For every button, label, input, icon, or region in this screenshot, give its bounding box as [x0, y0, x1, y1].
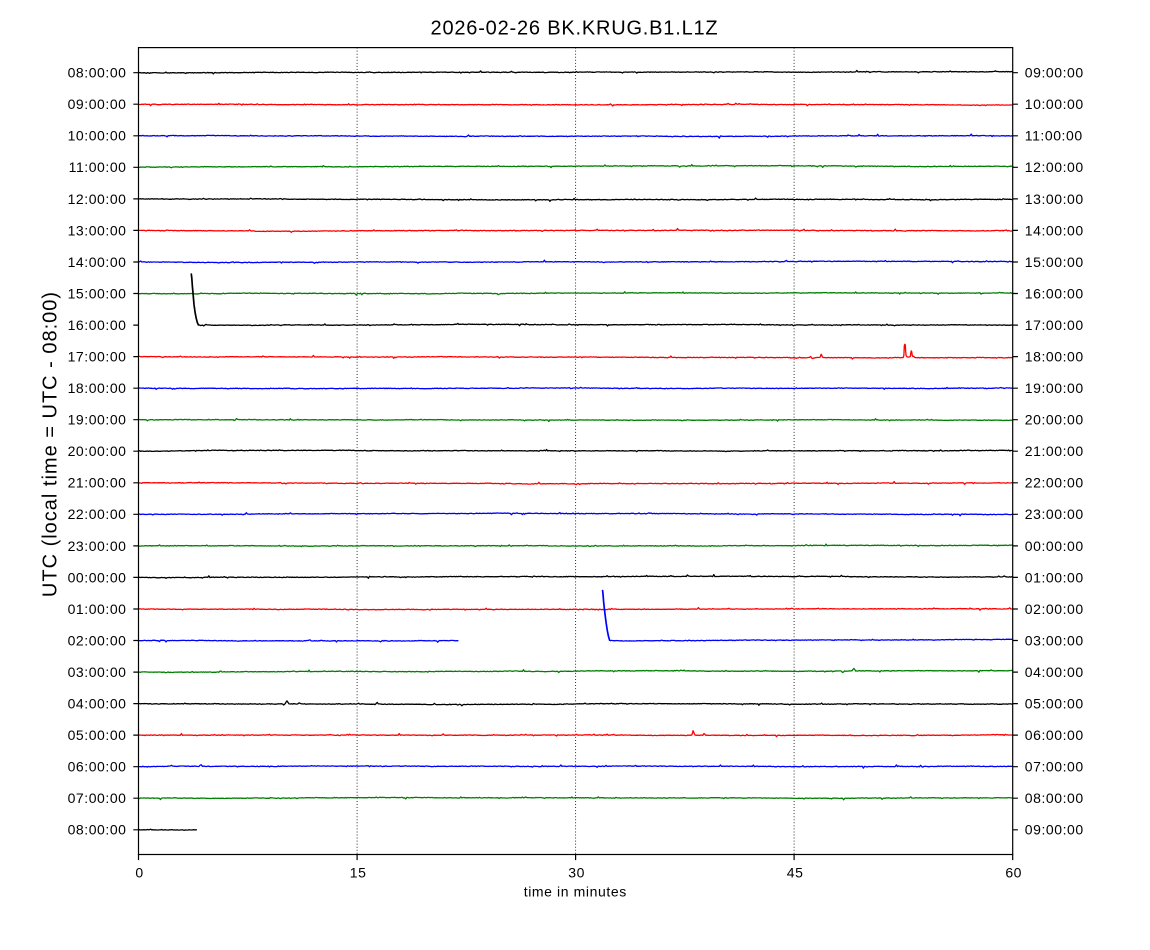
svg-text:2026-02-26 BK.KRUG.B1.L1Z: 2026-02-26 BK.KRUG.B1.L1Z	[431, 18, 719, 40]
svg-text:19:00:00: 19:00:00	[1025, 380, 1084, 396]
svg-text:02:00:00: 02:00:00	[68, 632, 127, 648]
svg-text:04:00:00: 04:00:00	[68, 696, 127, 712]
svg-text:45: 45	[787, 864, 804, 880]
svg-text:03:00:00: 03:00:00	[68, 664, 127, 680]
svg-text:UTC (local time = UTC - 08:00): UTC (local time = UTC - 08:00)	[40, 291, 62, 597]
svg-text:17:00:00: 17:00:00	[1025, 317, 1084, 333]
svg-text:11:00:00: 11:00:00	[1025, 128, 1083, 144]
svg-text:21:00:00: 21:00:00	[68, 475, 127, 491]
svg-text:05:00:00: 05:00:00	[1025, 696, 1084, 712]
svg-text:30: 30	[568, 864, 585, 880]
svg-text:00:00:00: 00:00:00	[1025, 538, 1084, 554]
svg-text:07:00:00: 07:00:00	[68, 790, 127, 806]
svg-text:04:00:00: 04:00:00	[1025, 664, 1084, 680]
svg-text:15: 15	[350, 864, 367, 880]
svg-text:05:00:00: 05:00:00	[68, 727, 127, 743]
svg-text:time in minutes: time in minutes	[524, 883, 627, 899]
svg-text:01:00:00: 01:00:00	[1025, 569, 1084, 585]
svg-text:09:00:00: 09:00:00	[1025, 65, 1084, 81]
svg-text:12:00:00: 12:00:00	[68, 191, 127, 207]
svg-text:15:00:00: 15:00:00	[68, 285, 127, 301]
svg-text:06:00:00: 06:00:00	[68, 759, 127, 775]
svg-text:14:00:00: 14:00:00	[1025, 222, 1084, 238]
svg-text:19:00:00: 19:00:00	[68, 412, 127, 428]
svg-text:0: 0	[135, 864, 143, 880]
svg-text:08:00:00: 08:00:00	[68, 65, 127, 81]
svg-text:01:00:00: 01:00:00	[68, 601, 127, 617]
svg-text:16:00:00: 16:00:00	[68, 317, 127, 333]
svg-text:02:00:00: 02:00:00	[1025, 601, 1084, 617]
svg-text:17:00:00: 17:00:00	[68, 349, 127, 365]
svg-text:23:00:00: 23:00:00	[1025, 506, 1084, 522]
svg-text:03:00:00: 03:00:00	[1025, 632, 1084, 648]
svg-text:11:00:00: 11:00:00	[69, 159, 127, 175]
svg-text:00:00:00: 00:00:00	[68, 569, 127, 585]
svg-text:20:00:00: 20:00:00	[1025, 412, 1084, 428]
svg-text:15:00:00: 15:00:00	[1025, 254, 1084, 270]
svg-text:18:00:00: 18:00:00	[68, 380, 127, 396]
svg-text:12:00:00: 12:00:00	[1025, 159, 1084, 175]
svg-text:07:00:00: 07:00:00	[1025, 759, 1084, 775]
svg-text:08:00:00: 08:00:00	[68, 822, 127, 838]
svg-text:23:00:00: 23:00:00	[68, 538, 127, 554]
svg-text:16:00:00: 16:00:00	[1025, 285, 1084, 301]
svg-text:13:00:00: 13:00:00	[68, 222, 127, 238]
svg-text:13:00:00: 13:00:00	[1025, 191, 1084, 207]
svg-text:22:00:00: 22:00:00	[1025, 475, 1084, 491]
svg-text:22:00:00: 22:00:00	[68, 506, 127, 522]
svg-text:09:00:00: 09:00:00	[1025, 822, 1084, 838]
svg-text:10:00:00: 10:00:00	[1025, 96, 1084, 112]
svg-text:20:00:00: 20:00:00	[68, 443, 127, 459]
svg-text:14:00:00: 14:00:00	[68, 254, 127, 270]
svg-text:18:00:00: 18:00:00	[1025, 349, 1084, 365]
svg-text:08:00:00: 08:00:00	[1025, 790, 1084, 806]
svg-text:10:00:00: 10:00:00	[68, 128, 127, 144]
svg-text:06:00:00: 06:00:00	[1025, 727, 1084, 743]
svg-text:09:00:00: 09:00:00	[68, 96, 127, 112]
svg-text:60: 60	[1005, 864, 1022, 880]
svg-text:21:00:00: 21:00:00	[1025, 443, 1084, 459]
